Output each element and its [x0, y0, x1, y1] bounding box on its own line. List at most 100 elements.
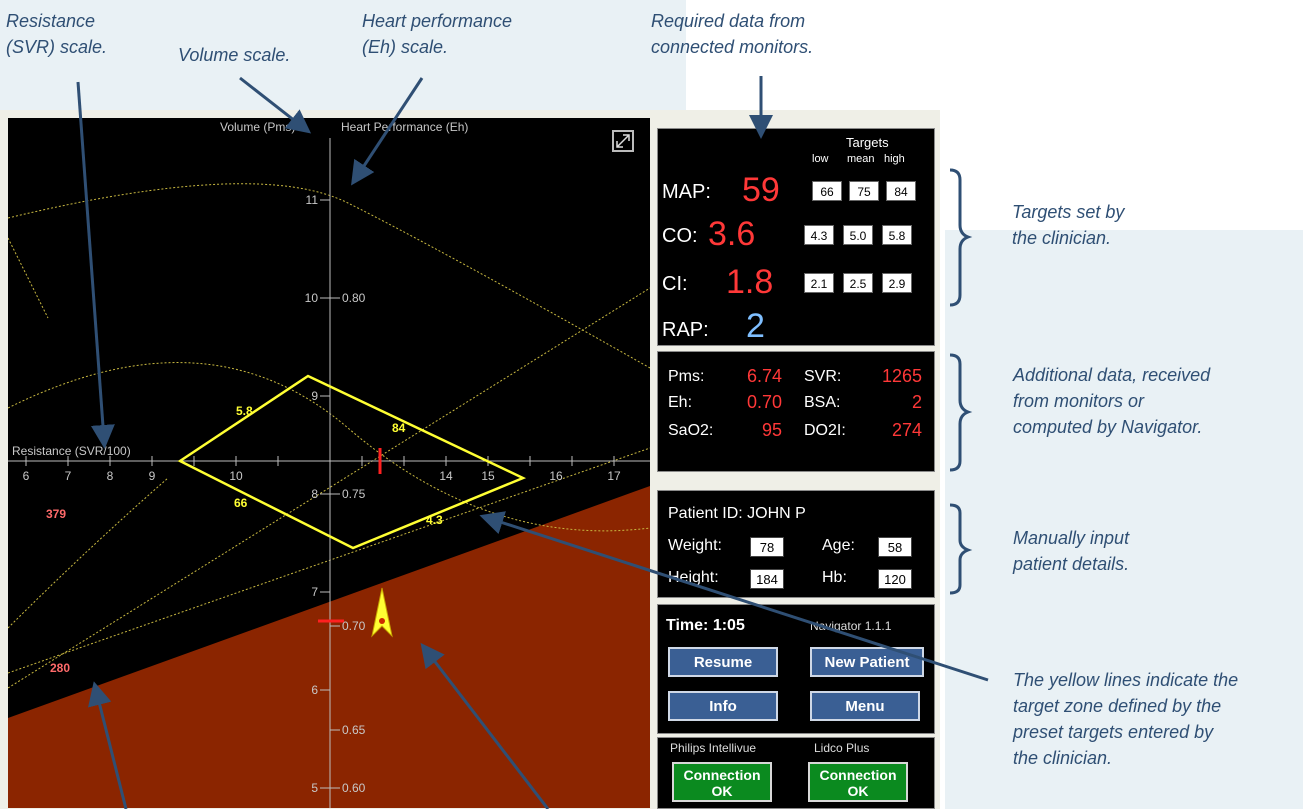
do2i-label-upper: 379 — [46, 507, 66, 521]
high-header: high — [884, 153, 905, 165]
eh-tick: 0.75 — [342, 487, 366, 501]
svr-axis-label: Resistance (SVR/100) — [12, 444, 131, 458]
targets-panel: Targets low mean high MAP: 59 66 75 84 C… — [657, 128, 935, 346]
co-value: 3.6 — [708, 215, 756, 253]
bsa-label: BSA: — [804, 394, 841, 411]
menu-button[interactable]: Menu — [810, 691, 920, 721]
age-label: Age: — [822, 537, 855, 554]
volume-tick: 8 — [311, 487, 318, 501]
navigator-plot[interactable]: Volume (Pms) Heart Performance (Eh) Resi… — [8, 118, 650, 808]
left-connection-status[interactable]: Connection OK — [672, 762, 772, 802]
ci-target-low[interactable]: 2.1 — [804, 273, 834, 293]
ci-target-high[interactable]: 2.9 — [882, 273, 912, 293]
height-label: Height: — [668, 569, 719, 586]
patient-position-icon — [371, 587, 393, 638]
eh-tick: 0.70 — [342, 619, 366, 633]
targets-annotation: Targets set by the clinician. — [1012, 202, 1125, 248]
ci-target-mean[interactable]: 2.5 — [843, 273, 873, 293]
co-target-mean[interactable]: 5.0 — [843, 225, 873, 245]
ci-value: 1.8 — [726, 263, 774, 301]
volume-axis-label: Volume (Pms) — [220, 120, 295, 134]
eh-value: 0.70 — [746, 392, 782, 412]
low-header: low — [812, 153, 829, 165]
eh-tick: 0.80 — [342, 291, 366, 305]
eh-axis-label: Heart Performance (Eh) — [341, 120, 468, 134]
zone-label-left: 5.8 — [236, 404, 253, 418]
targets-header: Targets — [846, 135, 889, 150]
right-monitor-name: Lidco Plus — [814, 741, 870, 755]
svr-tick: 16 — [549, 469, 563, 483]
svr-tick: 15 — [481, 469, 495, 483]
manual-input-annotation: Manually input patient details. — [1013, 528, 1130, 574]
controls-panel: Time: 1:05 Navigator 1.1.1 Resume New Pa… — [657, 604, 935, 734]
mean-header: mean — [847, 153, 875, 165]
age-field[interactable]: 58 — [878, 537, 912, 557]
plot-canvas: Volume (Pms) Heart Performance (Eh) Resi… — [8, 120, 650, 808]
weight-field[interactable]: 78 — [750, 537, 784, 557]
annotation-background-top — [0, 0, 686, 110]
eh-label: Eh: — [668, 394, 693, 411]
svr-tick: 7 — [65, 469, 72, 483]
expand-icon[interactable] — [612, 130, 634, 152]
volume-tick: 10 — [305, 291, 319, 305]
annotation-background-right — [945, 230, 1303, 809]
volume-tick: 5 — [311, 781, 318, 795]
rap-label: RAP: — [662, 319, 709, 341]
map-value: 59 — [742, 171, 780, 209]
do2i-label-lower: 280 — [50, 661, 70, 675]
left-monitor-name: Philips Intellivue — [670, 741, 757, 755]
height-field[interactable]: 184 — [750, 569, 784, 589]
do2i-curve-2 — [8, 237, 49, 319]
new-patient-button[interactable]: New Patient — [810, 647, 924, 677]
target-zone — [177, 374, 527, 550]
hb-label: Hb: — [822, 569, 847, 586]
svr-value: 1265 — [881, 366, 922, 386]
map-label: MAP: — [662, 181, 711, 203]
co-target-low[interactable]: 4.3 — [804, 225, 834, 245]
volume-tick: 7 — [311, 585, 318, 599]
do2i-label: DO2I: — [804, 422, 846, 439]
version-label: Navigator 1.1.1 — [810, 619, 892, 633]
svr-curve-1 — [8, 183, 650, 369]
map-target-low[interactable]: 66 — [812, 181, 842, 201]
eh-scale-annotation: Heart performance (Eh) scale. — [362, 11, 513, 57]
co-target-high[interactable]: 5.8 — [882, 225, 912, 245]
patient-position-dot — [379, 618, 385, 624]
volume-tick: 6 — [311, 683, 318, 697]
rap-value: 2 — [746, 307, 765, 345]
svr-scale-annotation: Resistance (SVR) scale. — [6, 11, 108, 57]
connections-panel: Philips Intellivue Lidco Plus Connection… — [657, 737, 935, 809]
zone-label-bottom-right: 4.3 — [426, 513, 443, 527]
zone-label-top: 84 — [392, 421, 406, 435]
weight-label: Weight: — [668, 537, 722, 554]
volume-scale-annotation: Volume scale. — [178, 45, 291, 65]
map-target-mean[interactable]: 75 — [849, 181, 879, 201]
additional-data-panel: Pms: 6.74 SVR: 1265 Eh: 0.70 BSA: 2 SaO2… — [657, 351, 935, 472]
svr-tick: 14 — [439, 469, 453, 483]
required-data-annotation: Required data from connected monitors. — [651, 11, 814, 57]
do2i-value: 274 — [891, 420, 922, 440]
info-button[interactable]: Info — [668, 691, 778, 721]
patient-id: Patient ID: JOHN P — [668, 505, 806, 522]
resume-button[interactable]: Resume — [668, 647, 778, 677]
zone-label-bottom-left: 66 — [234, 496, 248, 510]
pms-value: 6.74 — [746, 366, 782, 386]
svr-tick: 6 — [23, 469, 30, 483]
sao2-label: SaO2: — [668, 422, 714, 439]
yellow-lines-annotation: The yellow lines indicate the target zon… — [1013, 670, 1239, 768]
svr-tick: 10 — [229, 469, 243, 483]
co-label: CO: — [662, 225, 698, 247]
navigator-app-window: Volume (Pms) Heart Performance (Eh) Resi… — [0, 110, 940, 809]
volume-tick: 11 — [306, 193, 319, 207]
time-label: Time: 1:05 — [666, 617, 745, 634]
svr-tick: 17 — [607, 469, 621, 483]
pms-label: Pms: — [668, 368, 705, 385]
do2i-curve-1 — [8, 477, 169, 629]
additional-data-annotation: Additional data, received from monitors … — [1013, 365, 1211, 437]
right-connection-status[interactable]: Connection OK — [808, 762, 908, 802]
volume-tick: 9 — [311, 389, 318, 403]
map-target-high[interactable]: 84 — [886, 181, 916, 201]
hb-field[interactable]: 120 — [878, 569, 912, 589]
co-line-2 — [8, 447, 650, 674]
bsa-value: 2 — [911, 392, 922, 412]
